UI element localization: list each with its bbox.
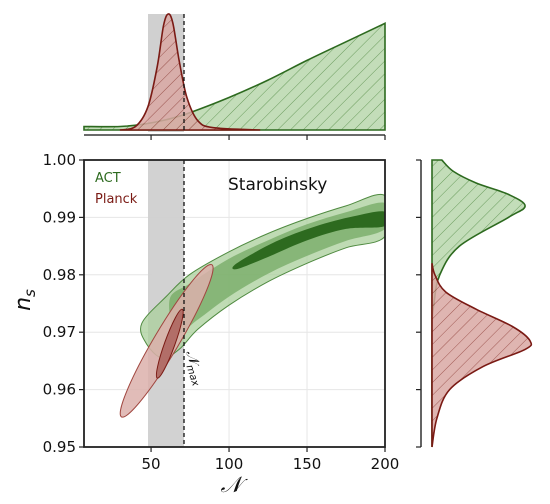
x-axis-label: 𝒩 <box>220 473 248 498</box>
y-axis-label: ns <box>11 289 39 311</box>
top-marginal-planck-curve <box>119 13 261 131</box>
main-panel: 𝒩max 50 100 150 200 0.950.960.970.980.991.0… <box>11 151 399 498</box>
act-68-region <box>169 202 385 334</box>
legend-planck: Planck <box>95 192 138 207</box>
act-core-region <box>232 211 385 270</box>
planck-68-ellipse <box>155 308 184 379</box>
top-marginal-panel <box>83 13 386 140</box>
right-marginal-panel <box>416 159 533 448</box>
x-tick-label-1: 100 <box>215 455 244 473</box>
plot-frame <box>83 159 386 448</box>
y-tick-label-5: 1.00 <box>43 151 76 169</box>
chart-title: Starobinsky <box>228 175 327 195</box>
y-tick-label-3: 0.98 <box>43 266 76 284</box>
top-marginal-act-curve <box>83 22 386 131</box>
x-tick-label-2: 150 <box>293 455 322 473</box>
y-tick-label-1: 0.96 <box>43 381 76 399</box>
y-tick-label-0: 0.95 <box>43 438 76 456</box>
legend-act: ACT <box>95 171 121 186</box>
y-tick-label-4: 0.99 <box>43 208 76 226</box>
x-tick-label-3: 200 <box>371 455 400 473</box>
y-tick-label-2: 0.97 <box>43 323 76 341</box>
x-tick-label-0: 50 <box>142 455 161 473</box>
right-marginal-planck-curve <box>431 263 533 448</box>
